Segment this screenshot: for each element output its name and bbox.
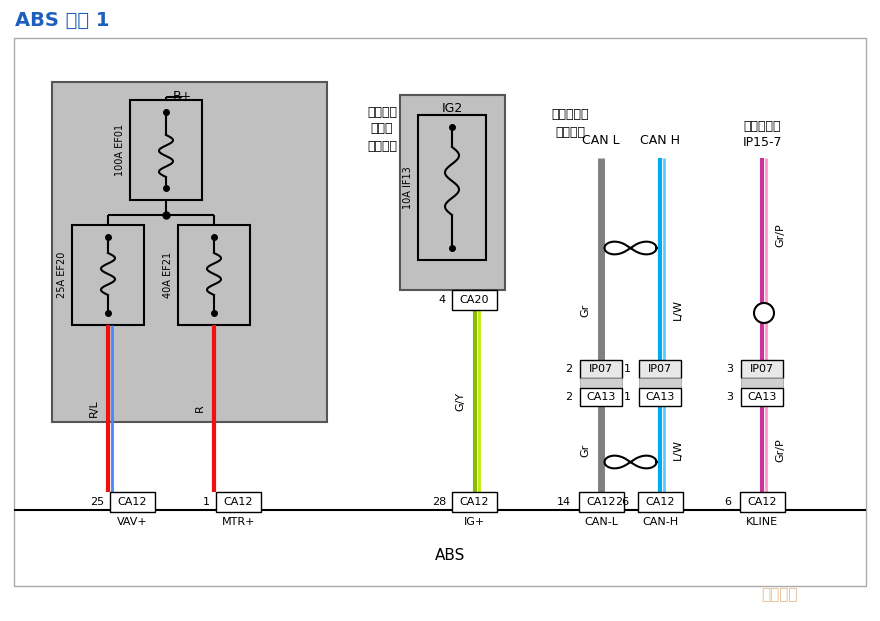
Text: CA12: CA12 [586,497,616,507]
Bar [418,115,486,260]
Bar [580,378,622,388]
Text: 汽修帮手: 汽修帮手 [762,587,798,602]
Text: 3: 3 [726,392,733,402]
Text: 发动机舱: 发动机舱 [367,106,397,119]
Text: ABS: ABS [435,548,466,563]
Text: 继电器盒: 继电器盒 [367,140,397,153]
Text: 保险丝: 保险丝 [370,122,393,135]
Bar [578,492,624,512]
Text: CA12: CA12 [224,497,253,507]
Text: MTR+: MTR+ [222,517,255,527]
Text: CA12: CA12 [747,497,777,507]
Text: IG2: IG2 [442,101,463,114]
Text: IP07: IP07 [648,364,672,374]
Bar [637,492,683,512]
Bar [178,225,250,325]
Text: 2: 2 [565,364,572,374]
Text: CA12: CA12 [118,497,147,507]
Bar [639,378,681,388]
Text: CA13: CA13 [645,392,675,402]
Text: L/W: L/W [673,440,683,461]
Text: R/L: R/L [89,399,99,417]
Text: CA13: CA13 [747,392,777,402]
Bar [639,360,681,378]
Bar [130,100,202,200]
Text: 1: 1 [203,497,210,507]
Text: CA13: CA13 [586,392,616,402]
Text: 室内保险丝: 室内保险丝 [551,109,589,122]
Bar [216,492,261,512]
Text: 2: 2 [565,392,572,402]
Text: CA20: CA20 [459,295,489,305]
Text: Gr/P: Gr/P [775,223,785,247]
Bar [400,95,505,290]
Text: 100A EF01: 100A EF01 [115,124,125,176]
Text: R: R [195,404,205,412]
Text: 25A EF20: 25A EF20 [57,252,67,298]
Text: IG+: IG+ [464,517,485,527]
Text: Gr: Gr [580,304,590,317]
Text: 继电器盒: 继电器盒 [555,125,585,138]
Text: L/W: L/W [673,299,683,320]
Bar [452,492,497,512]
Text: Gr: Gr [580,443,590,456]
Text: 26: 26 [615,497,629,507]
Circle shape [754,303,774,323]
Text: 25: 25 [90,497,104,507]
Bar [72,225,144,325]
Text: CA12: CA12 [645,497,675,507]
Bar [14,38,866,586]
Text: CAN-L: CAN-L [584,517,618,527]
Text: IP07: IP07 [750,364,774,374]
Text: 28: 28 [432,497,446,507]
Text: CAN H: CAN H [640,134,680,147]
Text: 6: 6 [724,497,731,507]
Text: 4: 4 [439,295,446,305]
Bar [741,388,783,406]
Bar [452,290,497,310]
Text: KLINE: KLINE [746,517,778,527]
Bar [580,388,622,406]
Text: ABS 系统 1: ABS 系统 1 [15,11,109,30]
Text: CA12: CA12 [459,497,489,507]
Text: IP15-7: IP15-7 [742,137,781,150]
Text: 3: 3 [726,364,733,374]
Text: IP07: IP07 [589,364,613,374]
Text: 1: 1 [624,392,631,402]
Bar [739,492,784,512]
Text: 1: 1 [624,364,631,374]
Text: CAN-H: CAN-H [642,517,678,527]
Bar [580,360,622,378]
Text: G/Y: G/Y [456,391,466,410]
Text: VAV+: VAV+ [117,517,148,527]
Text: B+: B+ [172,91,192,104]
Text: 14: 14 [556,497,570,507]
Text: 至诊断接口: 至诊断接口 [744,120,781,134]
Text: Gr/P: Gr/P [775,438,785,462]
Text: CAN L: CAN L [583,134,620,147]
Bar [639,388,681,406]
Bar [741,378,783,388]
Text: 40A EF21: 40A EF21 [163,252,173,298]
Bar [52,82,327,422]
Bar [110,492,155,512]
Bar [741,360,783,378]
Text: 10A IF13: 10A IF13 [403,166,413,209]
